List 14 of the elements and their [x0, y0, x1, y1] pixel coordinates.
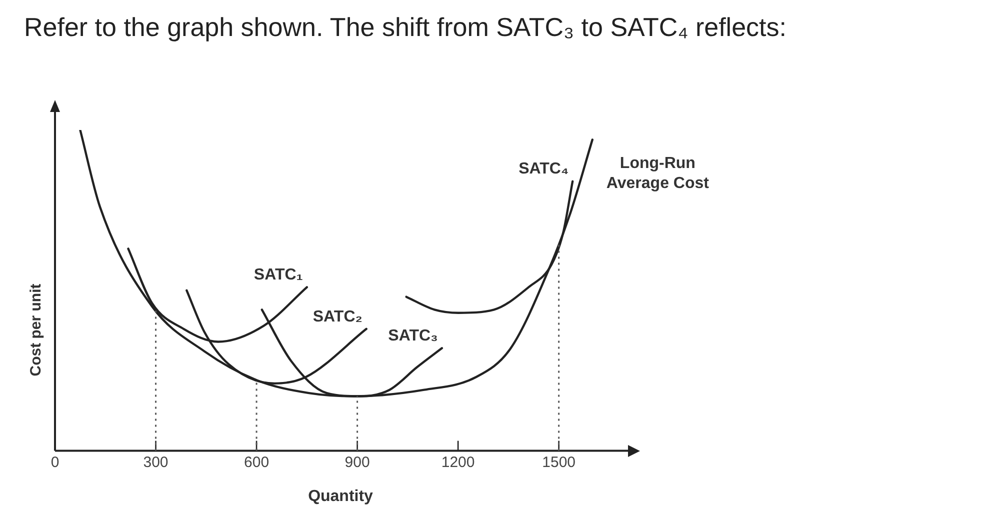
series-label: SATC₃ — [388, 328, 438, 345]
series-label: Long-Run Average Cost — [606, 155, 710, 192]
series-label: SATC₄ — [518, 160, 569, 178]
x-tick-label: 1200 — [441, 454, 475, 471]
chart-title: Refer to the graph shown. The shift from SATC₃ to SATC₄ reflects: — [24, 12, 786, 43]
x-tick-label: 900 — [344, 454, 370, 471]
series-label: SATC₁ — [254, 266, 304, 284]
x-tick-label: 0 — [50, 454, 60, 471]
y-axis-title: Cost per unit — [28, 284, 44, 376]
x-tick-label: 300 — [143, 454, 168, 471]
series-label: SATC₂ — [312, 308, 362, 326]
x-tick-label: 1500 — [542, 454, 576, 471]
x-tick-label: 600 — [244, 454, 270, 471]
x-axis-title: Quantity — [308, 488, 374, 505]
